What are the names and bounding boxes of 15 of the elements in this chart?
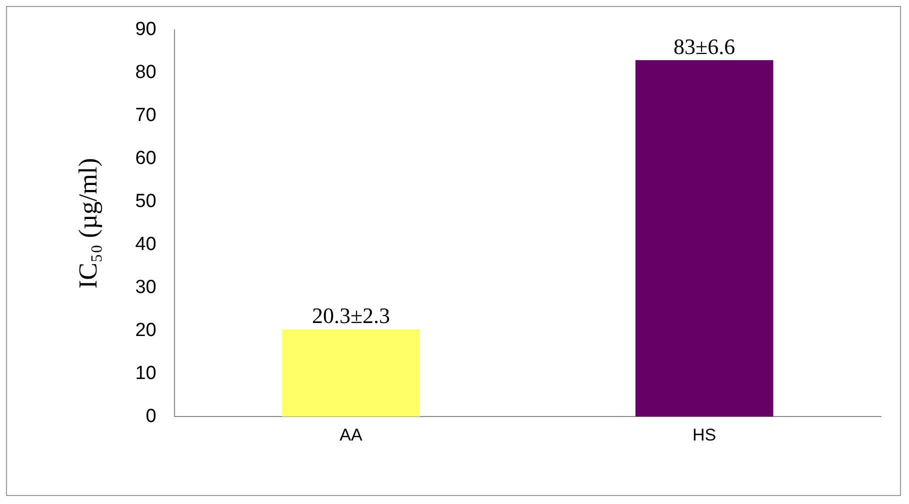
y-tick-label: 80 <box>135 62 156 84</box>
x-tick-label: AA <box>340 425 363 444</box>
data-label: 83±6.6 <box>674 34 736 59</box>
y-tick-label: 20 <box>135 320 156 341</box>
y-tick-label: 60 <box>135 148 156 170</box>
y-tick-label: 50 <box>135 191 156 212</box>
y-tick-label: 30 <box>135 276 156 298</box>
y-tick-label: 0 <box>146 406 156 427</box>
x-tick-label: HS <box>692 425 716 444</box>
data-label: 20.3±2.3 <box>312 303 390 328</box>
y-tick-label: 90 <box>135 19 156 40</box>
y-axis-title: IC₅₀ (µg/ml) <box>73 158 102 289</box>
y-tick-label: 10 <box>135 362 156 384</box>
y-tick-label: 40 <box>135 234 156 256</box>
y-tick-label: 70 <box>135 105 156 126</box>
